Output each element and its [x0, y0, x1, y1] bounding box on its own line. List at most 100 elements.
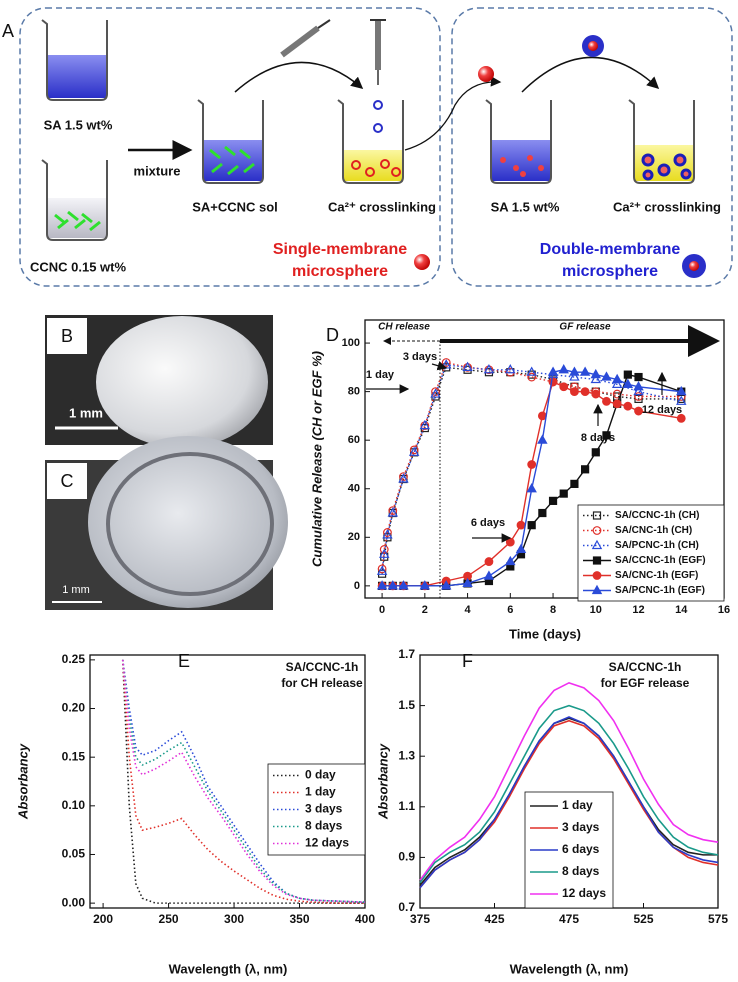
group-box [19, 7, 441, 287]
y-axis-label: Absorbancy [375, 743, 390, 820]
marker [505, 555, 516, 566]
marker [548, 496, 558, 505]
y-tick-label: 0.9 [398, 850, 415, 864]
panel-label: E [178, 651, 190, 671]
legend-label: 8 days [562, 864, 600, 878]
chart-title: SA/CCNC-1h [609, 660, 682, 674]
y-tick-label: 0.20 [62, 701, 86, 715]
series-line [121, 659, 365, 904]
legend-label: 3 days [562, 820, 600, 834]
legend-label: 3 days [305, 802, 343, 816]
marker [623, 401, 633, 411]
marker [430, 388, 441, 398]
marker [548, 377, 558, 387]
marker [634, 406, 643, 416]
annotation-arrow [431, 361, 448, 371]
arrow [404, 76, 502, 151]
marker [409, 445, 419, 455]
y-tick-label: 0.00 [62, 895, 86, 909]
marker [376, 580, 388, 590]
marker [515, 543, 527, 554]
marker [387, 580, 399, 590]
marker [611, 378, 623, 388]
marker [633, 385, 644, 396]
series-line [121, 659, 366, 903]
x-tick-label: 575 [708, 912, 728, 926]
y-tick-label: 1.1 [398, 799, 415, 813]
x-tick-label: 14 [675, 604, 688, 616]
microsphere [414, 254, 430, 270]
legend-marker [592, 571, 602, 580]
marker [377, 564, 387, 574]
marker [526, 366, 537, 376]
marker [408, 446, 420, 456]
legend-marker [592, 556, 602, 565]
marker [570, 387, 579, 397]
x-tick-label: 475 [559, 912, 579, 926]
marker [580, 387, 590, 397]
annotation: 1 day [366, 369, 395, 381]
micrograph: B 1 mm [45, 315, 273, 448]
beaker [485, 99, 552, 184]
label: Ca²⁺ crosslinking [328, 199, 436, 214]
marker [537, 411, 547, 421]
diagram: A SA 1.5 wt% CCNC 0.15 wt% mixture SA+CC… [2, 7, 733, 287]
label: SA+CCNC sol [192, 199, 278, 214]
y-tick-label: 0.25 [62, 652, 86, 666]
legend-label: 1 day [305, 785, 336, 799]
label: Ca²⁺ crosslinking [613, 199, 721, 214]
series-line [121, 659, 365, 904]
marker [526, 483, 537, 493]
marker [591, 448, 600, 457]
marker [383, 528, 392, 537]
legend-marker [592, 526, 602, 535]
marker [388, 506, 398, 515]
series-line [419, 681, 719, 881]
legend-label: SA/CNC-1h (CH) [615, 525, 692, 536]
legend-label: 8 days [305, 819, 343, 833]
marker [612, 399, 622, 409]
plot-frame [364, 319, 725, 599]
scale-label: 1 mm [62, 584, 90, 596]
beaker [41, 19, 108, 101]
y-tick-label: 60 [348, 434, 360, 446]
marker [611, 373, 623, 384]
y-tick-label: 1.7 [398, 647, 415, 661]
label: SA 1.5 wt% [44, 117, 113, 132]
marker [558, 364, 569, 374]
marker [676, 395, 687, 405]
legend-label: SA/CCNC-1h (CH) [615, 510, 699, 521]
legend-label: 12 days [562, 886, 606, 900]
label: mixture [134, 163, 181, 178]
y-tick-label: 80 [348, 386, 360, 398]
annotation: GF release [559, 322, 611, 333]
legend-label: SA/PCNC-1h (EGF) [615, 585, 705, 596]
x-tick-label: 525 [633, 912, 653, 926]
marker [622, 378, 634, 388]
series-line [419, 716, 719, 889]
microsphere [478, 66, 494, 82]
legend-marker [591, 584, 603, 595]
annotation: CH release [378, 322, 430, 333]
y-tick-label: 100 [342, 337, 360, 349]
panel-label: A [2, 21, 14, 41]
marker [591, 389, 601, 399]
marker [462, 577, 473, 588]
marker [419, 419, 431, 430]
y-tick-label: 0.10 [62, 798, 86, 812]
marker [505, 537, 515, 547]
panel-label: D [326, 325, 339, 345]
marker [398, 580, 409, 590]
marker [376, 565, 388, 575]
legend-label: SA/CNC-1h (EGF) [615, 570, 698, 581]
legend-label: 1 day [562, 798, 593, 812]
y-tick-label: 1.3 [398, 748, 415, 762]
y-tick-label: 0.15 [62, 749, 86, 763]
marker [462, 361, 473, 371]
legend-label: 0 day [305, 768, 336, 782]
y-axis-label: Absorbancy [15, 743, 30, 820]
marker [382, 529, 393, 539]
marker [602, 431, 611, 440]
marker [634, 372, 643, 382]
group-box [451, 7, 733, 287]
